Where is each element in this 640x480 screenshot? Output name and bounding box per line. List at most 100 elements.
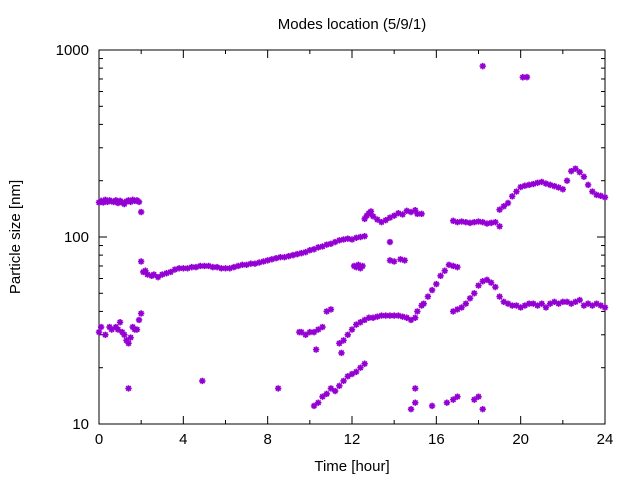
data-point xyxy=(159,271,166,278)
data-point xyxy=(197,262,204,270)
data-point xyxy=(315,326,322,333)
data-point xyxy=(563,177,571,184)
data-point xyxy=(154,273,162,281)
data-point xyxy=(509,302,516,309)
data-point xyxy=(437,272,444,280)
data-point xyxy=(348,370,356,378)
data-point xyxy=(331,387,339,395)
data-point xyxy=(509,193,516,200)
data-point xyxy=(441,267,448,274)
data-point xyxy=(302,248,309,256)
data-point xyxy=(523,73,531,81)
data-point xyxy=(483,276,491,284)
data-point xyxy=(386,214,394,221)
data-point xyxy=(218,265,225,272)
data-point xyxy=(336,237,343,244)
data-point xyxy=(323,241,330,248)
data-point xyxy=(479,62,486,70)
data-point xyxy=(597,302,604,309)
data-point xyxy=(209,263,217,271)
data-point xyxy=(382,216,389,224)
data-point xyxy=(340,236,347,243)
data-point xyxy=(192,263,200,271)
data-point xyxy=(428,402,436,410)
data-point xyxy=(348,326,356,333)
data-point xyxy=(116,319,124,326)
x-tick-label: 4 xyxy=(179,431,187,448)
data-point xyxy=(268,256,276,263)
data-point xyxy=(521,302,529,309)
data-point xyxy=(336,340,343,347)
data-point xyxy=(418,210,425,218)
data-point xyxy=(530,180,537,188)
data-point xyxy=(137,208,145,216)
data-point xyxy=(504,199,512,207)
data-point xyxy=(563,298,571,306)
data-point xyxy=(260,258,267,265)
data-point xyxy=(137,310,145,317)
x-axis-label: Time [hour] xyxy=(314,458,389,475)
data-point xyxy=(546,181,554,189)
data-point xyxy=(338,349,345,357)
data-point xyxy=(450,396,457,403)
data-point xyxy=(390,312,398,319)
data-point xyxy=(256,259,263,266)
data-point xyxy=(542,304,550,311)
data-point xyxy=(576,296,583,304)
data-point xyxy=(121,331,128,338)
data-point xyxy=(450,262,457,270)
data-point xyxy=(353,321,360,328)
data-point xyxy=(530,300,537,307)
data-point xyxy=(538,178,545,186)
data-point xyxy=(344,235,351,242)
data-point xyxy=(133,326,141,333)
data-point xyxy=(492,283,499,291)
data-point xyxy=(572,165,579,172)
data-point xyxy=(340,337,347,344)
data-point xyxy=(175,265,183,272)
data-point xyxy=(559,186,567,193)
data-point xyxy=(462,218,470,226)
data-point xyxy=(487,279,495,286)
data-point xyxy=(487,219,495,227)
data-point xyxy=(407,405,415,413)
data-point xyxy=(327,306,335,313)
data-point xyxy=(559,298,567,306)
data-point xyxy=(319,243,326,250)
data-point xyxy=(213,263,221,271)
data-point xyxy=(319,393,326,400)
y-tick-label: 1000 xyxy=(56,42,89,59)
data-point xyxy=(412,385,419,392)
data-point xyxy=(412,399,419,406)
data-point xyxy=(382,312,389,319)
data-point xyxy=(289,251,297,259)
data-point xyxy=(513,188,520,195)
data-point xyxy=(390,212,398,219)
data-point xyxy=(479,218,486,226)
data-point xyxy=(97,323,105,331)
data-point xyxy=(361,215,368,223)
data-point xyxy=(264,257,271,264)
data-point xyxy=(407,208,415,216)
data-point xyxy=(576,169,583,176)
data-point xyxy=(336,382,343,390)
data-point xyxy=(492,218,499,226)
data-point xyxy=(353,368,360,376)
data-point xyxy=(386,238,394,246)
data-point xyxy=(428,286,436,294)
data-point xyxy=(137,258,145,265)
data-point xyxy=(369,314,377,321)
data-point xyxy=(589,302,596,309)
data-point xyxy=(302,331,309,338)
data-point xyxy=(433,280,440,288)
data-point xyxy=(243,261,250,269)
data-point xyxy=(135,198,143,206)
axis-ticks: 0 4 8 12 16 20 24 10 100 1000 xyxy=(56,42,614,448)
data-point xyxy=(374,216,381,223)
data-point xyxy=(344,331,351,338)
data-point xyxy=(412,314,419,321)
data-point xyxy=(454,263,461,271)
data-point xyxy=(471,396,478,403)
data-point xyxy=(344,373,351,380)
